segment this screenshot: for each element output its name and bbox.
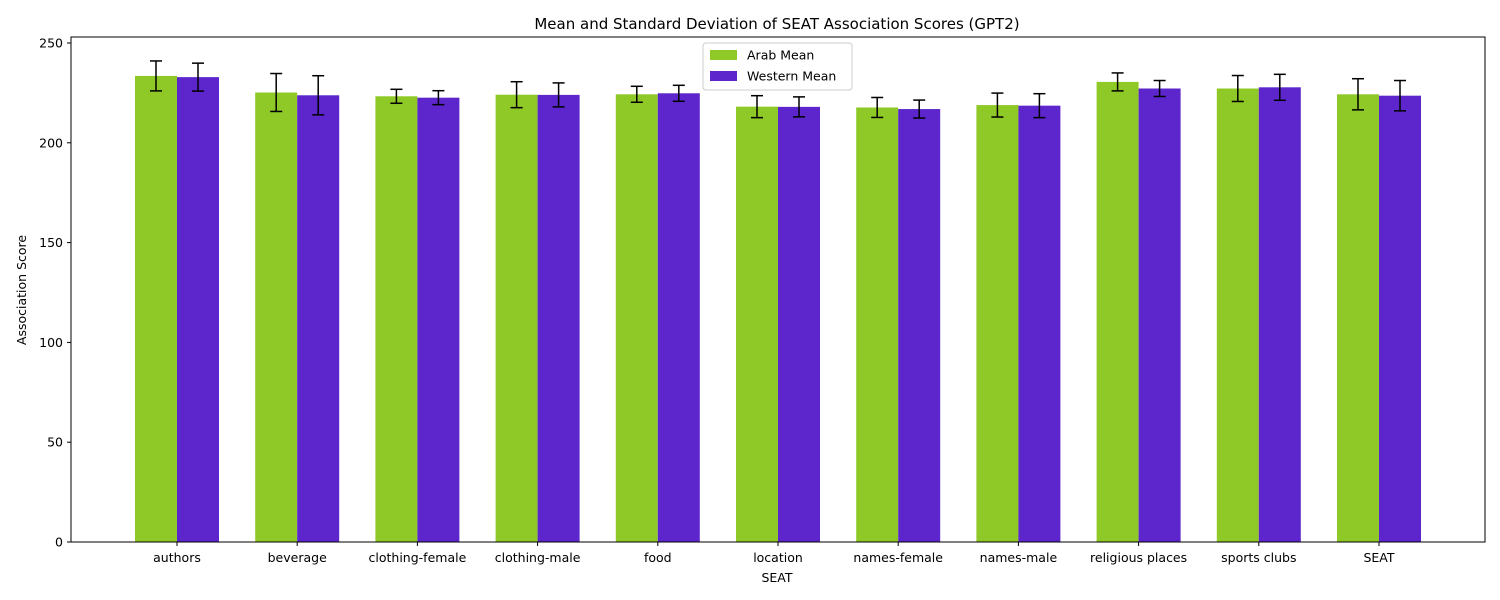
error-bar — [510, 80, 523, 109]
y-tick-label: 250 — [39, 35, 63, 50]
y-axis-label: Association Score — [14, 235, 29, 345]
error-bars-layer — [150, 60, 1406, 119]
bar-western-religious-places — [1138, 88, 1181, 543]
error-bar — [312, 74, 325, 116]
bar-arab-religious-places — [1096, 81, 1139, 542]
legend-swatch-western — [710, 71, 737, 81]
legend-label-western: Western Mean — [747, 69, 836, 84]
bar-western-names-female — [898, 109, 941, 542]
y-tick-label: 0 — [55, 535, 63, 550]
x-tick-label: location — [753, 550, 803, 565]
error-bar — [871, 96, 884, 119]
error-bar — [192, 62, 204, 92]
bar-arab-beverage — [255, 92, 298, 543]
x-tick-label: religious places — [1090, 550, 1187, 565]
x-tick-label: names-female — [853, 550, 943, 565]
legend-label-arab: Arab Mean — [747, 48, 814, 63]
bar-arab-food — [615, 94, 658, 542]
error-bar — [432, 89, 445, 106]
y-tick-label: 100 — [39, 335, 63, 350]
bar-arab-clothing-male — [495, 94, 538, 543]
chart-title: Mean and Standard Deviation of SEAT Asso… — [534, 15, 1019, 33]
error-bar — [1033, 92, 1046, 119]
x-tick-label: sports clubs — [1221, 550, 1296, 565]
bar-arab-location — [736, 106, 778, 543]
error-bar — [390, 88, 403, 105]
bar-arab-authors — [135, 75, 177, 543]
error-bar — [1352, 77, 1364, 111]
error-bar — [1273, 73, 1286, 102]
bar-western-location — [778, 106, 820, 542]
bar-western-authors — [177, 77, 219, 543]
x-tick-label: authors — [153, 550, 201, 565]
bar-western-seat — [1379, 95, 1421, 543]
error-bar — [1153, 79, 1166, 98]
bar-western-food — [657, 93, 700, 542]
x-tick-label: beverage — [268, 550, 327, 565]
error-bar — [270, 72, 283, 113]
bar-western-names-male — [1018, 105, 1061, 542]
error-bar — [1111, 72, 1124, 92]
bar-arab-names-male — [976, 105, 1019, 542]
bar-western-clothing-female — [417, 97, 460, 542]
bar-western-clothing-male — [537, 94, 580, 542]
bar-arab-sports-clubs — [1216, 88, 1259, 543]
y-tick-label: 200 — [39, 135, 63, 150]
legend-swatch-arab — [710, 50, 737, 60]
error-bar — [1231, 74, 1244, 103]
y-tick-label: 150 — [39, 235, 63, 250]
x-tick-label: clothing-male — [495, 550, 581, 565]
error-bar — [552, 82, 565, 108]
error-bar — [1394, 79, 1406, 112]
bar-western-sports-clubs — [1258, 87, 1301, 543]
bar-arab-names-female — [856, 107, 899, 542]
y-tick-label: 50 — [47, 435, 63, 450]
bars-layer — [135, 75, 1421, 543]
error-bar — [793, 96, 805, 118]
legend-box — [702, 42, 853, 91]
axes-layer: authors beverage clothing-female clothing-m… — [39, 35, 1486, 565]
error-bar — [150, 60, 162, 92]
error-bar — [672, 84, 685, 103]
error-bar — [991, 92, 1004, 118]
error-bar — [630, 85, 643, 104]
x-tick-label: clothing-female — [369, 550, 467, 565]
bar-western-beverage — [297, 95, 340, 543]
plot-frame — [70, 36, 1486, 543]
error-bar — [913, 99, 926, 119]
x-tick-label: food — [644, 550, 672, 565]
x-tick-label: names-male — [980, 550, 1058, 565]
x-tick-label: SEAT — [1363, 550, 1394, 565]
bar-arab-clothing-female — [375, 96, 418, 543]
bar-arab-seat — [1337, 94, 1379, 542]
x-axis-label: SEAT — [761, 570, 792, 585]
error-bar — [751, 94, 763, 119]
legend: Arab Mean Western Mean — [702, 42, 853, 91]
